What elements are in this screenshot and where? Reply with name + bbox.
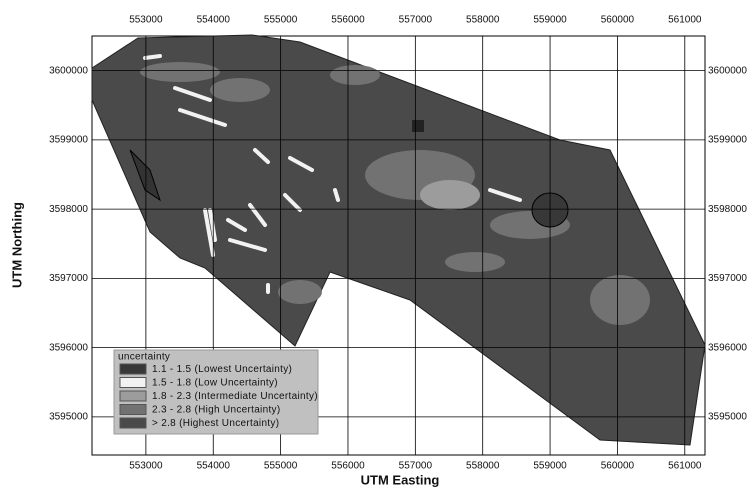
x-tick-label: 557000 bbox=[399, 461, 433, 472]
x-tick-label-top: 560000 bbox=[601, 15, 635, 26]
y-tick-label: 3595000 bbox=[49, 412, 88, 423]
page: UTM Easting UTM Northing 553000 553000 554… bbox=[0, 0, 755, 489]
x-tick-label-top: 556000 bbox=[331, 15, 365, 26]
x-tick-label: 559000 bbox=[533, 461, 567, 472]
y-tick-label: 3596000 bbox=[49, 342, 88, 353]
legend-swatch bbox=[120, 405, 146, 415]
x-tick-label: 555000 bbox=[264, 461, 298, 472]
legend-label: 1.5 - 1.8 (Low Uncertainty) bbox=[152, 378, 278, 389]
legend: uncertainty 1.1 - 1.5 (Lowest Uncertaint… bbox=[114, 350, 318, 434]
x-tick-label-top: 554000 bbox=[197, 15, 231, 26]
y-tick-label: 3599000 bbox=[49, 135, 88, 146]
x-tick-label-top: 558000 bbox=[466, 15, 500, 26]
legend-swatch bbox=[120, 364, 146, 374]
x-tick-label-top: 557000 bbox=[399, 15, 433, 26]
legend-label: > 2.8 (Highest Uncertainty) bbox=[152, 418, 279, 429]
y-tick-label: 3600000 bbox=[49, 65, 88, 76]
y-axis-title: UTM Northing bbox=[9, 202, 24, 288]
legend-label: 1.1 - 1.5 (Lowest Uncertainty) bbox=[152, 364, 292, 375]
x-tick-label-top: 559000 bbox=[533, 15, 567, 26]
y-tick-label-right: 3600000 bbox=[708, 65, 747, 76]
legend-swatch bbox=[120, 378, 146, 388]
x-tick-label-top: 561000 bbox=[668, 15, 702, 26]
legend-title: uncertainty bbox=[118, 352, 170, 363]
x-tick-label-top: 553000 bbox=[129, 15, 163, 26]
y-tick-label-right: 3599000 bbox=[708, 135, 747, 146]
x-tick-label: 561000 bbox=[668, 461, 702, 472]
y-tick-label-right: 3596000 bbox=[708, 342, 747, 353]
legend-swatch bbox=[120, 418, 146, 428]
y-tick-label-right: 3597000 bbox=[708, 273, 747, 284]
x-tick-label-top: 555000 bbox=[264, 15, 298, 26]
map-figure: UTM Easting UTM Northing 553000 553000 554… bbox=[0, 0, 755, 489]
x-tick-label: 554000 bbox=[197, 461, 231, 472]
x-tick-label: 560000 bbox=[601, 461, 635, 472]
legend-swatch bbox=[120, 391, 146, 401]
x-tick-label: 556000 bbox=[331, 461, 365, 472]
y-tick-label-right: 3595000 bbox=[708, 412, 747, 423]
x-axis-title: UTM Easting bbox=[361, 472, 440, 487]
y-tick-label: 3597000 bbox=[49, 273, 88, 284]
legend-label: 1.8 - 2.3 (Intermediate Uncertainty) bbox=[152, 391, 318, 402]
x-tick-label: 553000 bbox=[129, 461, 163, 472]
legend-label: 2.3 - 2.8 (High Uncertainty) bbox=[152, 405, 280, 416]
y-tick-label-right: 3598000 bbox=[708, 204, 747, 215]
x-tick-label: 558000 bbox=[466, 461, 500, 472]
y-tick-label: 3598000 bbox=[49, 204, 88, 215]
